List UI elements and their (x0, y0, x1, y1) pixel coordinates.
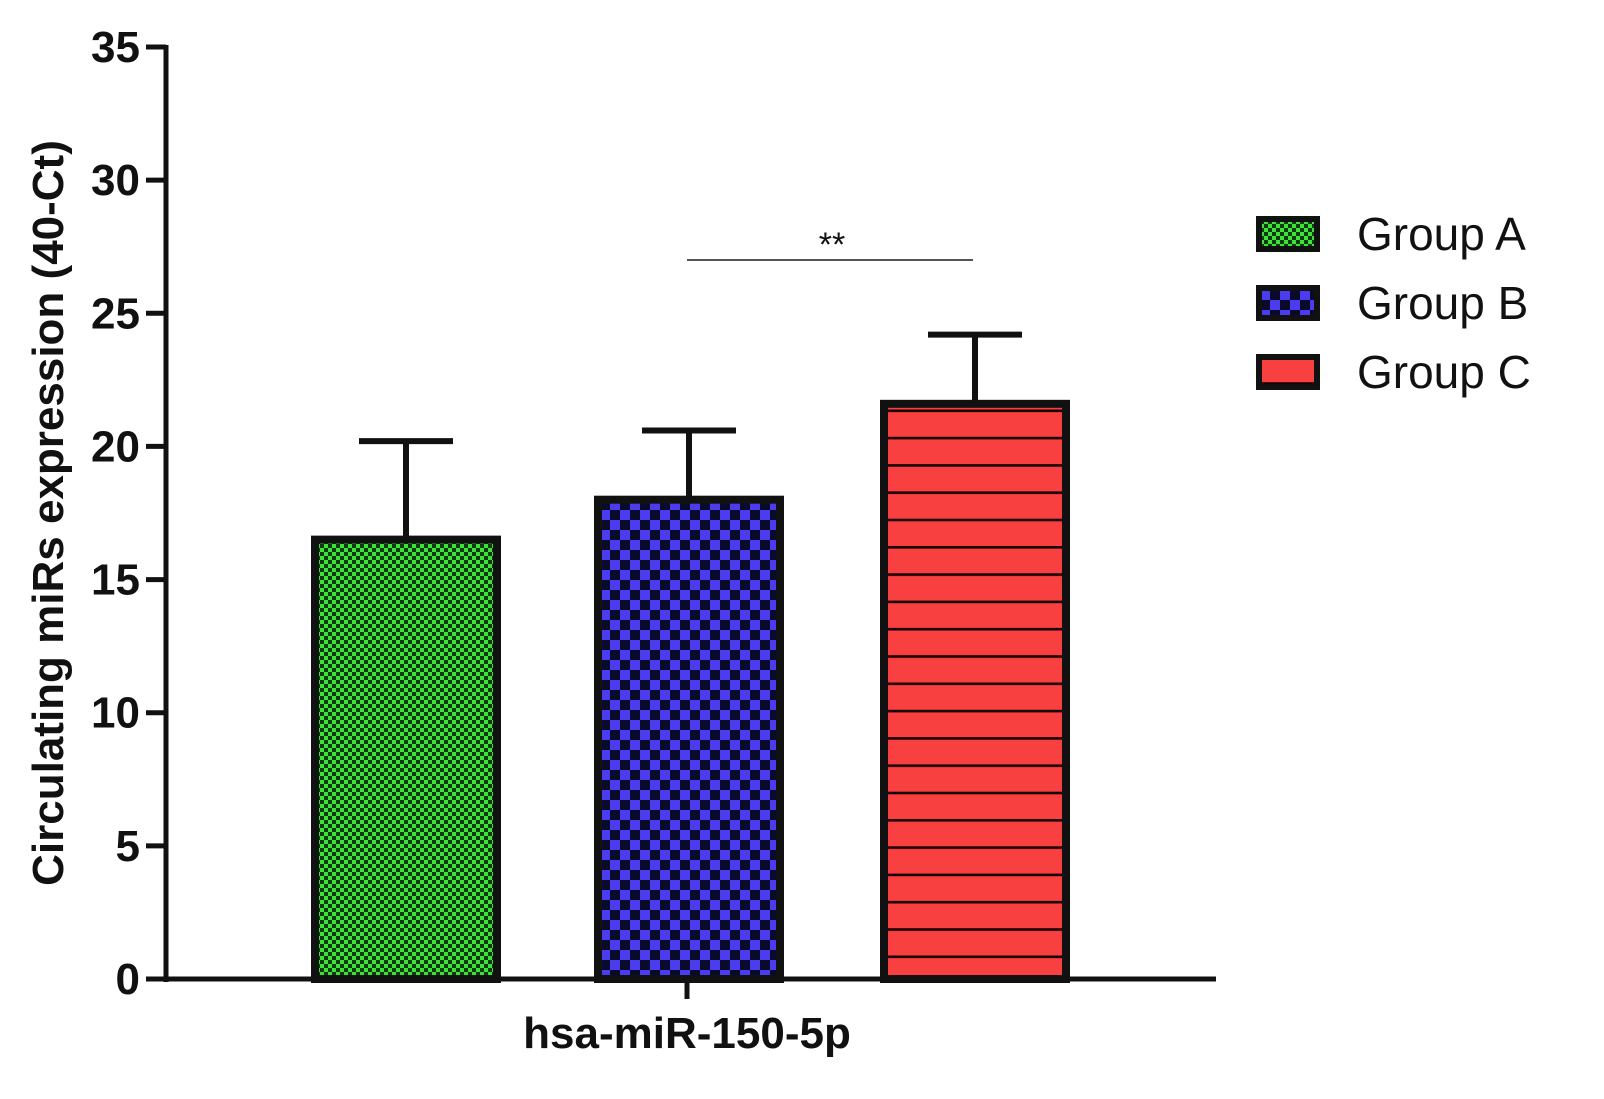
y-tick-label: 15 (91, 556, 140, 605)
y-axis: 0 5 10 15 20 25 30 35 (91, 23, 169, 1004)
bar-group-a (311, 535, 501, 984)
legend-swatch (1256, 285, 1320, 321)
significance-annotations: ** (687, 226, 973, 264)
legend-label: Group C (1357, 346, 1531, 398)
y-tick-label: 10 (91, 689, 140, 738)
y-tick-label: 5 (116, 822, 140, 871)
x-category-label: hsa-miR-150-5p (523, 1009, 851, 1058)
legend-label: Group A (1357, 208, 1526, 260)
bar-group-c (880, 399, 1070, 983)
y-axis-title: Circulating miRs expression (40-Ct) (24, 140, 73, 886)
legend: Group A Group B Group C (1256, 208, 1531, 398)
legend-swatch (1256, 354, 1320, 390)
y-tick-label: 35 (91, 23, 140, 72)
significance-label: ** (819, 226, 845, 264)
y-tick-label: 0 (116, 955, 140, 1004)
legend-swatch (1256, 216, 1320, 252)
bar-group-b (594, 495, 784, 983)
y-tick-label: 20 (91, 422, 140, 471)
y-tick-label: 30 (91, 156, 140, 205)
y-tick-label: 25 (91, 289, 140, 338)
legend-label: Group B (1357, 277, 1528, 329)
bars (311, 331, 1070, 984)
